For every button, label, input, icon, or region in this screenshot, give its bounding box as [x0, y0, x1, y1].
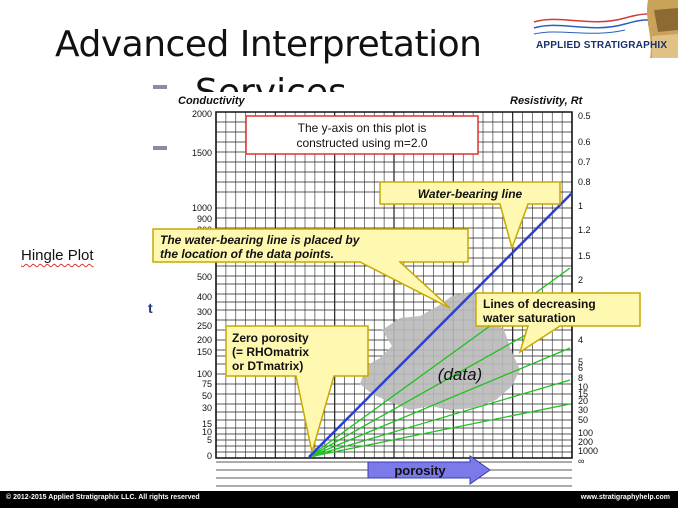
website-link[interactable]: www.stratigraphyhelp.com [580, 494, 670, 501]
right-tick-label: 0.5 [578, 111, 591, 121]
plot-background [176, 92, 640, 488]
callout-yaxis-line2: constructed using m=2.0 [296, 136, 427, 150]
callout-zero-porosity: Zero porosity (= RHOmatrix or DTmatrix) [225, 325, 369, 453]
right-tick-label: 0.7 [578, 157, 591, 167]
hidden-bar-fragment [153, 146, 167, 150]
right-axis-label: Resistivity, Rt [510, 95, 584, 107]
right-tick-label: 0.6 [578, 137, 591, 147]
right-tick-label: 5 [578, 357, 583, 367]
right-tick-label: 2 [578, 275, 583, 285]
left-tick-label: 0 [207, 451, 212, 461]
left-tick-label: 10 [202, 427, 212, 437]
right-tick-label: 50 [578, 415, 588, 425]
left-tick-label: 500 [197, 272, 212, 282]
left-tick-label: 900 [197, 214, 212, 224]
left-axis-label: Conductivity [178, 95, 245, 107]
right-tick-label: 100 [578, 428, 593, 438]
callout-yaxis-line1: The y-axis on this plot is [298, 121, 427, 135]
left-tick-label: 1000 [192, 203, 212, 213]
water-bearing-line [308, 192, 573, 458]
callout-zero-line1: Zero porosity [232, 331, 309, 345]
callout-placed-line2: the location of the data points. [160, 247, 334, 261]
callout-waterline-text: Water-bearing line [418, 187, 523, 201]
right-tick-label: 200 [578, 437, 593, 447]
hingle-plot-label: Hingle Plot [21, 247, 94, 264]
right-tick-label: 1.2 [578, 225, 591, 235]
right-tick-label: 1.5 [578, 251, 591, 261]
copyright-text: © 2012-2015 Applied Stratigraphix LLC. A… [6, 494, 200, 501]
data-label: (data) [438, 365, 482, 384]
right-tick-label: 10 [578, 382, 588, 392]
slide-title-line2: Services [195, 72, 347, 94]
left-tick-label: 30 [202, 403, 212, 413]
callout-saturation: Lines of decreasing water saturation [475, 292, 641, 354]
callout-zero-line3: or DTmatrix) [232, 359, 303, 373]
right-tick-label: 1 [578, 201, 583, 211]
right-tick-label: 6 [578, 363, 583, 373]
left-tick-label: 200 [197, 335, 212, 345]
callout-placed: The water-bearing line is placed by the … [152, 228, 469, 309]
callout-saturation-line2: water saturation [482, 311, 576, 325]
right-tick-label: 30 [578, 405, 588, 415]
left-tick-label: 2000 [192, 109, 212, 119]
left-tick-label: 50 [202, 391, 212, 401]
logo-text: APPLIED STRATIGRAPHIX [536, 40, 668, 51]
hidden-bullet-fragment: t [148, 300, 153, 316]
right-tick-label: 15 [578, 389, 588, 399]
left-tick-label: 5 [207, 435, 212, 445]
callout-placed-line1: The water-bearing line is placed by [160, 233, 361, 247]
callout-yaxis: The y-axis on this plot is constructed u… [245, 115, 479, 155]
right-tick-label: 8 [578, 373, 583, 383]
callout-zero-line2: (= RHOmatrix [232, 345, 309, 359]
porosity-arrow: porosity [367, 455, 491, 485]
footer-bar: © 2012-2015 Applied Stratigraphix LLC. A… [0, 491, 678, 508]
right-tick-label: 1000 [578, 446, 598, 456]
left-tick-label: 150 [197, 347, 212, 357]
right-tick-labels: 0.50.60.70.811.21.522.534568101520305010… [578, 111, 598, 466]
right-tick-label: 4 [578, 335, 583, 345]
left-tick-label: 300 [197, 307, 212, 317]
plot-frame [215, 111, 573, 459]
left-tick-label: 250 [197, 321, 212, 331]
callout-saturation-line1: Lines of decreasing [483, 297, 596, 311]
slide-title: Advanced Interpretation [55, 24, 482, 65]
left-tick-label: 15 [202, 419, 212, 429]
left-tick-label: 400 [197, 292, 212, 302]
callout-waterline: Water-bearing line [379, 181, 561, 251]
right-tick-label: 20 [578, 396, 588, 406]
left-tick-label: 100 [197, 369, 212, 379]
right-tick-label: ∞ [578, 456, 584, 466]
right-tick-label: 0.8 [578, 177, 591, 187]
left-tick-label: 1500 [192, 148, 212, 158]
hidden-bar-fragment [153, 85, 167, 89]
company-logo [530, 0, 678, 60]
left-tick-label: 75 [202, 379, 212, 389]
porosity-label: porosity [394, 463, 446, 478]
